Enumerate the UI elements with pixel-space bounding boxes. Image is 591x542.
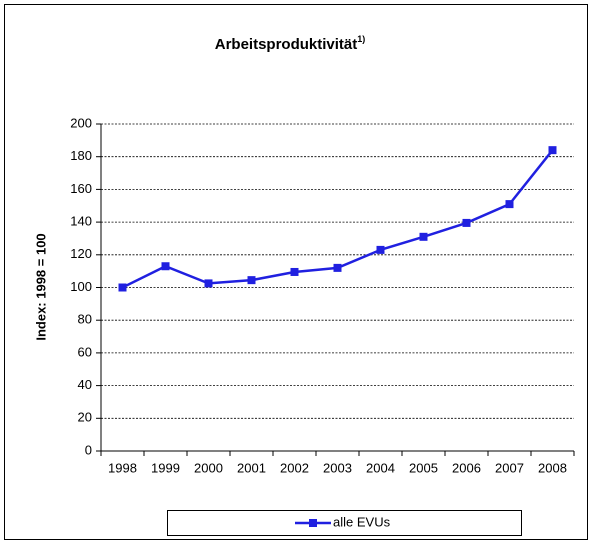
title-note: 1) bbox=[357, 34, 365, 44]
data-point bbox=[505, 200, 514, 209]
y-tick-label: 40 bbox=[78, 377, 92, 392]
data-point bbox=[290, 267, 299, 276]
data-point bbox=[161, 262, 170, 271]
y-tick-label: 200 bbox=[70, 115, 92, 130]
chart-title: Arbeitsproduktivität bbox=[215, 36, 358, 53]
data-point bbox=[333, 263, 342, 272]
chart-title-group: Arbeitsproduktivität1) bbox=[215, 34, 366, 53]
x-tick-label: 2004 bbox=[366, 460, 395, 475]
data-point bbox=[118, 283, 127, 292]
legend-marker bbox=[309, 519, 317, 527]
data-point bbox=[204, 279, 213, 288]
y-tick-label: 180 bbox=[70, 148, 92, 163]
x-tick-label: 2002 bbox=[280, 460, 309, 475]
data-point bbox=[462, 218, 471, 227]
data-point bbox=[419, 232, 428, 241]
legend-label: alle EVUs bbox=[333, 514, 391, 529]
data-point bbox=[548, 146, 557, 155]
y-tick-label: 100 bbox=[70, 279, 92, 294]
y-axis-label: Index: 1998 = 100 bbox=[33, 233, 48, 340]
y-tick-label: 140 bbox=[70, 214, 92, 229]
y-tick-label: 0 bbox=[85, 442, 92, 457]
x-tick-label: 2007 bbox=[495, 460, 524, 475]
x-tick-label: 2006 bbox=[452, 460, 481, 475]
data-point bbox=[376, 245, 385, 254]
y-tick-label: 120 bbox=[70, 246, 92, 261]
x-tick-label: 1998 bbox=[108, 460, 137, 475]
y-tick-label: 160 bbox=[70, 181, 92, 196]
x-tick-label: 2000 bbox=[194, 460, 223, 475]
legend-box bbox=[167, 510, 522, 536]
x-tick-label: 2003 bbox=[323, 460, 352, 475]
x-tick-label: 2008 bbox=[538, 460, 567, 475]
x-tick-label: 2005 bbox=[409, 460, 438, 475]
y-tick-label: 20 bbox=[78, 410, 92, 425]
data-point bbox=[247, 276, 256, 285]
y-tick-label: 80 bbox=[78, 312, 92, 327]
x-tick-label: 2001 bbox=[237, 460, 266, 475]
x-tick-label: 1999 bbox=[151, 460, 180, 475]
y-tick-label: 60 bbox=[78, 344, 92, 359]
